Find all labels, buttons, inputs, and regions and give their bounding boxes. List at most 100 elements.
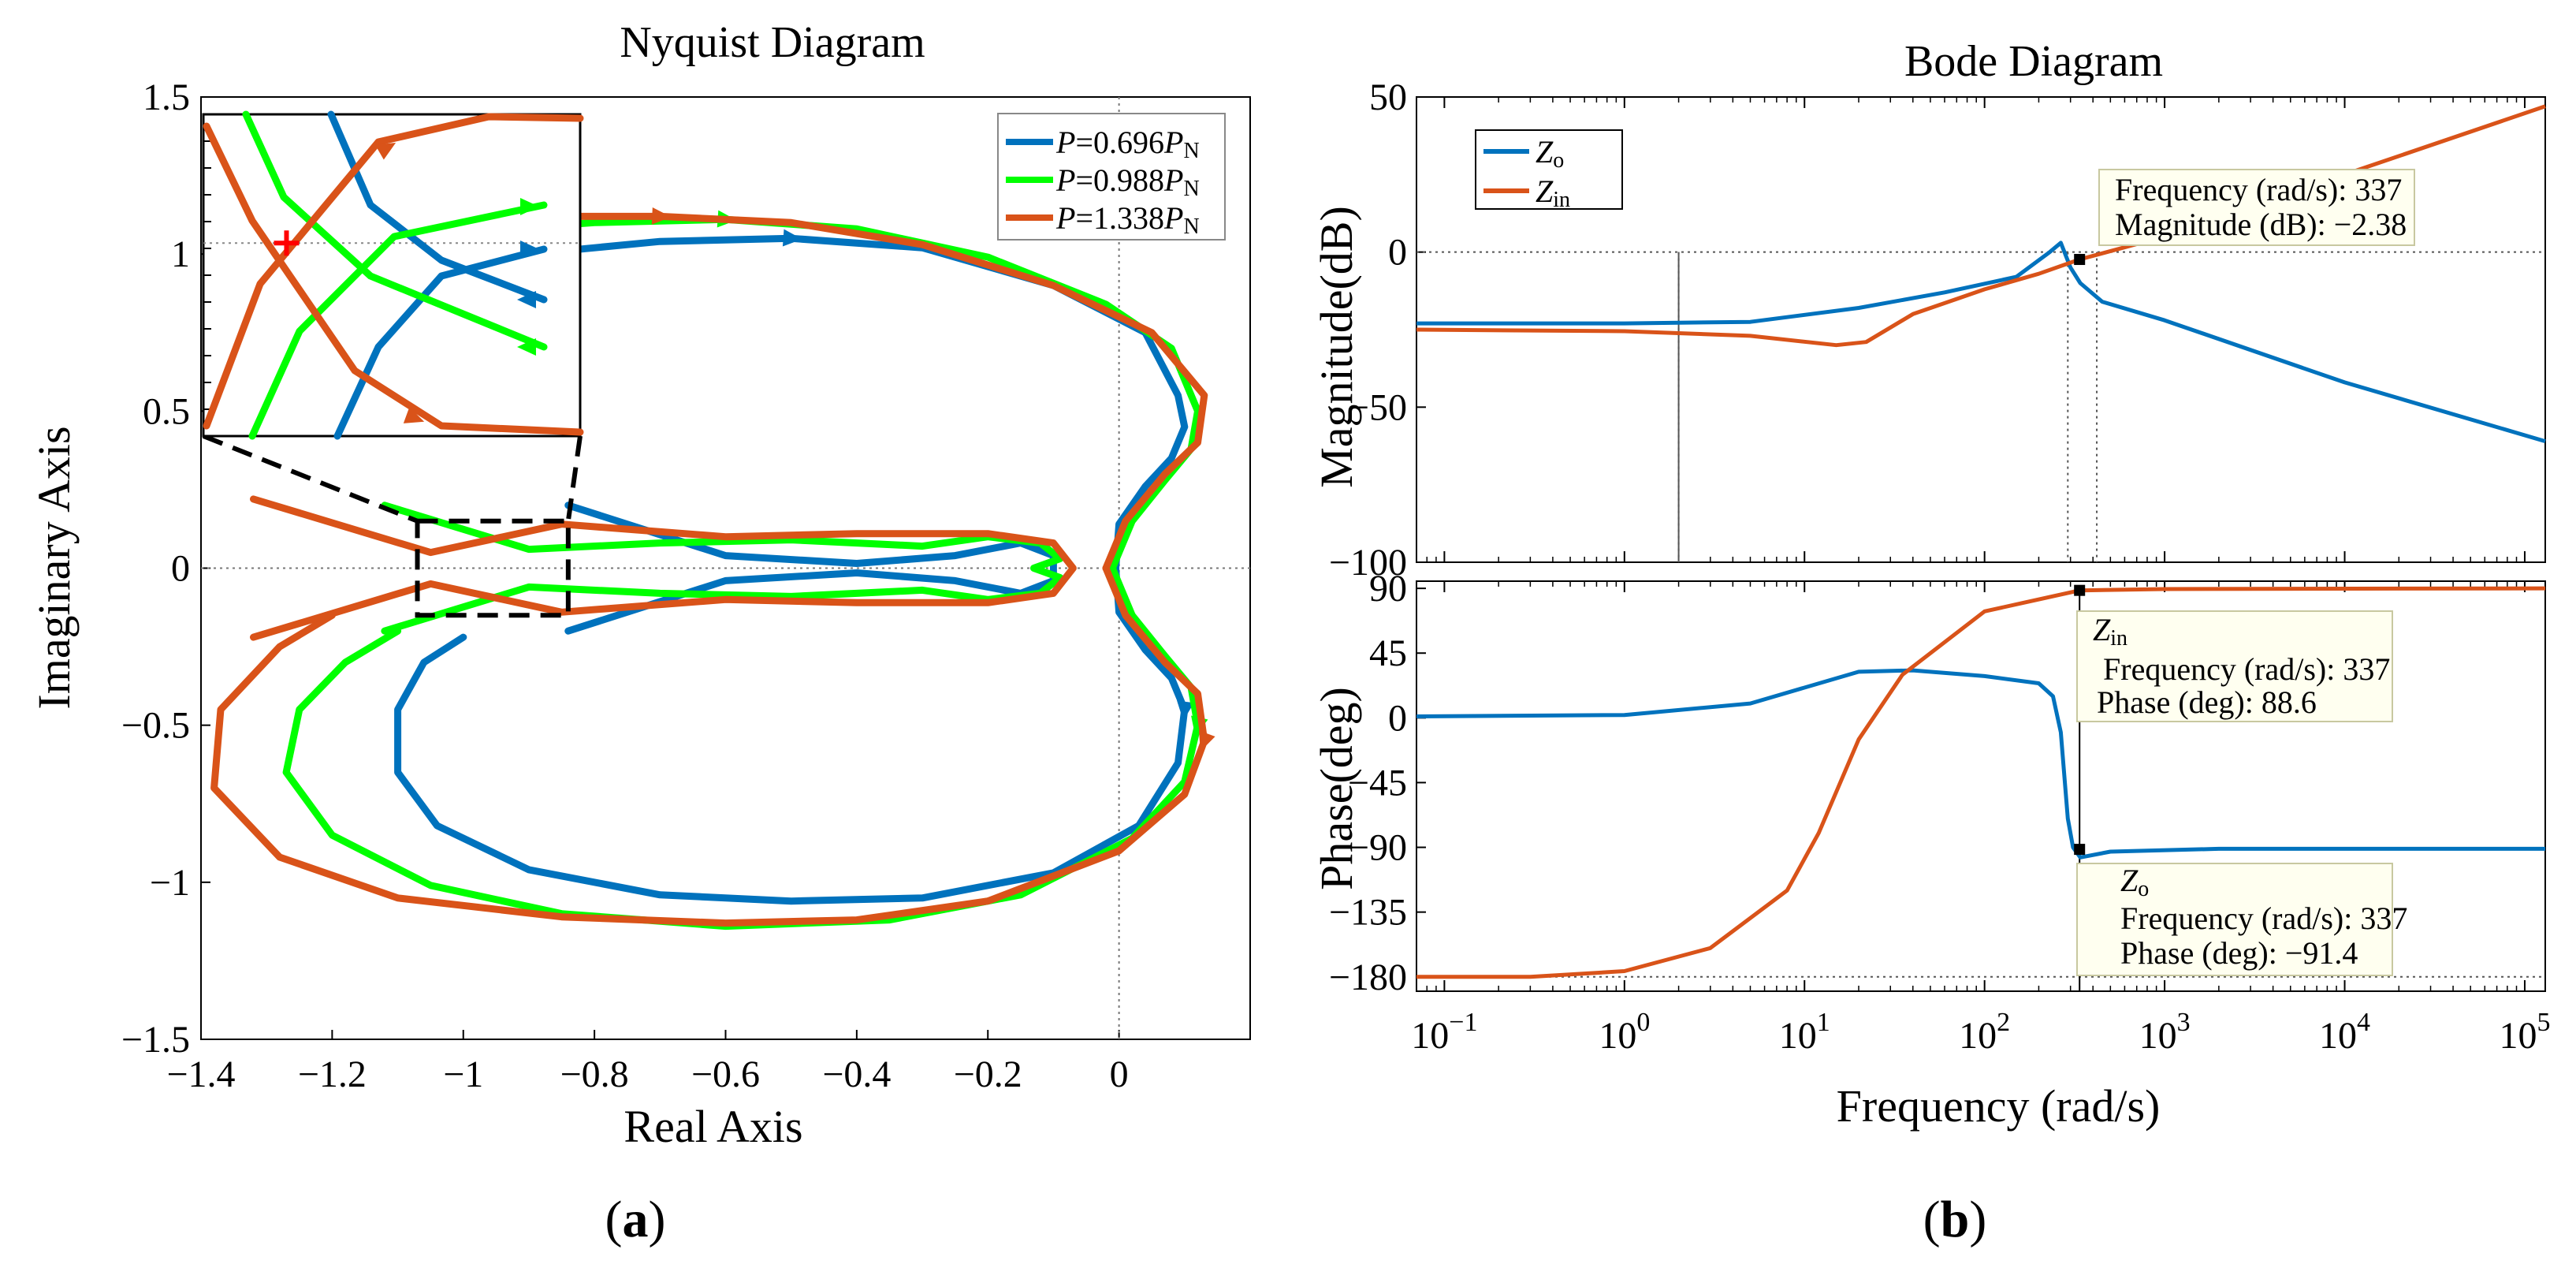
bode-xtick-label: 103	[2139, 1008, 2191, 1057]
phase-ticks: 90 45 0 −45 −90 −135 −180	[1329, 568, 1426, 998]
magnitude-datatip-marker	[2074, 254, 2086, 266]
nyquist-zoom-region	[202, 434, 583, 618]
phase-datatip-zin-series: Zin	[2093, 612, 2127, 651]
phase-curve-zin	[1416, 586, 2546, 979]
bode-xtick-label: 105	[2499, 1008, 2550, 1057]
inset-curve-1	[333, 245, 548, 440]
panel-label-b: (b)	[1923, 1191, 1987, 1248]
magnitude-ytick-label: −100	[1329, 542, 1407, 584]
nyquist-curve-outer-upper	[472, 234, 1189, 572]
bode-xtick-label: 101	[1779, 1008, 1830, 1057]
phase-datatip-zo-series: Zo	[2120, 863, 2149, 901]
phase-datatip-zin: Zin Frequency (rad/s): 337 Phase (deg): …	[2076, 610, 2393, 722]
nyquist-ytick-label: 1	[171, 233, 190, 275]
bode-xtick-label: 10−1	[1411, 1008, 1477, 1057]
nyquist-arrow-outer-upper	[651, 207, 672, 225]
nyquist-inset	[202, 110, 584, 440]
phase-ytick-label: −135	[1329, 892, 1407, 934]
nyquist-arrow-outer-upper	[782, 229, 802, 247]
magnitude-ytick-label: −50	[1348, 386, 1407, 428]
nyquist-xtick-label: 0	[1110, 1054, 1129, 1095]
bode-xlabel: Frequency (rad/s)	[1837, 1080, 2161, 1132]
inset-arrow-4	[403, 407, 425, 423]
nyquist-ytick-label: 0.5	[143, 390, 190, 432]
legend-label-p0988: P=0.988PN	[1055, 162, 1200, 201]
bode-x-ticks: 10−1 100 101 102 103 104 105	[1411, 97, 2550, 1057]
magnitude-datatip-box	[2098, 169, 2415, 246]
bode-legend: Zo Zin	[1475, 129, 1623, 212]
phase-curve-zo	[1416, 668, 2545, 860]
critical-point-marker	[274, 230, 300, 256]
bode-legend-box	[1475, 129, 1623, 210]
nyquist-arrow-outer-lower	[1198, 730, 1215, 751]
nyquist-xtick-label: −1	[443, 1054, 483, 1095]
magnitude-ticks: 50 0 −50 −100	[1329, 76, 1426, 584]
zoom-connector-left	[202, 434, 419, 524]
nyquist-arrow-outer-lower	[1177, 700, 1194, 721]
phase-datatip-zo-box	[2076, 863, 2393, 976]
phase-ytick-label: −45	[1348, 762, 1407, 804]
phase-axes-box	[1416, 580, 2546, 992]
magnitude-ytick-label: 50	[1369, 76, 1407, 118]
phase-ytick-label: −90	[1348, 827, 1407, 869]
legend-label-p0696: P=0.696PN	[1055, 125, 1200, 163]
nyquist-curve-inner	[250, 495, 1077, 641]
nyquist-xtick-label: −1.4	[166, 1054, 235, 1095]
phase-ytick-label: 45	[1369, 632, 1407, 674]
nyquist-ylabel: Imaginary Axis	[28, 426, 80, 709]
inset-arrow-5	[374, 143, 396, 160]
phase-ytick-label: −180	[1329, 957, 1407, 998]
zoom-box	[415, 518, 571, 618]
phase-ytick-label: 90	[1369, 568, 1407, 610]
magnitude-ytick-label: 0	[1388, 232, 1407, 274]
bode-xtick-label: 100	[1599, 1008, 1650, 1057]
phase-datatip-zo-value: Phase (deg): −91.4	[2120, 935, 2358, 971]
inset-arrow-0	[517, 291, 536, 308]
nyquist-xlabel: Real Axis	[624, 1101, 802, 1152]
phase-datatip-zo-marker	[2074, 844, 2086, 856]
phase-curves	[1416, 584, 2546, 979]
nyquist-curve-outer-lower	[394, 565, 1189, 905]
nyquist-curve-inner	[564, 502, 1057, 635]
phase-ylabel: Phase(deg)	[1311, 687, 1362, 890]
nyquist-xtick-label: −0.2	[954, 1054, 1022, 1095]
nyquist-ytick-label: −0.5	[121, 705, 190, 747]
nyquist-ytick-label: 1.5	[143, 76, 190, 118]
bode-xtick-label: 102	[1959, 1008, 2010, 1057]
inset-box	[202, 113, 582, 438]
phase-datatip-zo-freq: Frequency (rad/s): 337	[2120, 901, 2407, 936]
bode-chart: Bode Diagram 10−1 100 101 102 103 104 105 50 0 −…	[1311, 37, 2550, 1248]
bode-legend-label-zin: Zin	[1536, 173, 1570, 212]
nyquist-xtick-label: −0.4	[822, 1054, 891, 1095]
zoom-connector-right	[565, 435, 583, 522]
nyquist-curve-outer-lower	[210, 565, 1208, 927]
nyquist-curve-outer-upper	[381, 215, 1201, 572]
magnitude-datatip: Frequency (rad/s): 337 Magnitude (dB): −…	[2098, 169, 2415, 246]
nyquist-ytick-label: 0	[171, 548, 190, 590]
inset-arrow-3	[520, 198, 539, 215]
nyquist-ytick-label: −1.5	[121, 1019, 190, 1061]
inset-arrow-1	[520, 241, 539, 258]
nyquist-legend: P=0.696PN P=0.988PN P=1.338PN	[997, 113, 1226, 241]
nyquist-curve-inner	[381, 502, 1064, 635]
nyquist-xtick-label: −0.6	[691, 1054, 760, 1095]
magnitude-curve-zo	[1416, 241, 2546, 443]
inset-arrow-2	[517, 338, 536, 356]
magnitude-guides	[1416, 251, 2545, 562]
nyquist-chart: Nyquist Diagram −1.4 −1.2 −1 −0.8 −0.6 −0.4 −0…	[28, 18, 1251, 1248]
phase-datatip-zin-box	[2076, 610, 2393, 722]
phase-datatip-zin-marker	[2074, 584, 2086, 596]
bode-legend-label-zo: Zo	[1536, 134, 1564, 173]
nyquist-zero-lines	[201, 97, 1250, 1039]
bode-xtick-label: 104	[2319, 1008, 2370, 1057]
magnitude-datatip-value: Magnitude (dB): −2.38	[2115, 207, 2407, 242]
nyquist-title: Nyquist Diagram	[620, 18, 925, 67]
magnitude-ylabel: Magnitude(dB)	[1311, 206, 1362, 488]
inset-curve-2	[242, 110, 548, 351]
inset-curve-5	[203, 113, 584, 430]
nyquist-ticks: −1.4 −1.2 −1 −0.8 −0.6 −0.4 −0.2 0 1.5 1 0.5 0 −0.5 −…	[121, 76, 1129, 1095]
magnitude-datatip-freq: Frequency (rad/s): 337	[2115, 172, 2402, 207]
nyquist-xtick-label: −1.2	[298, 1054, 367, 1095]
panel-label-a: (a)	[605, 1191, 666, 1248]
